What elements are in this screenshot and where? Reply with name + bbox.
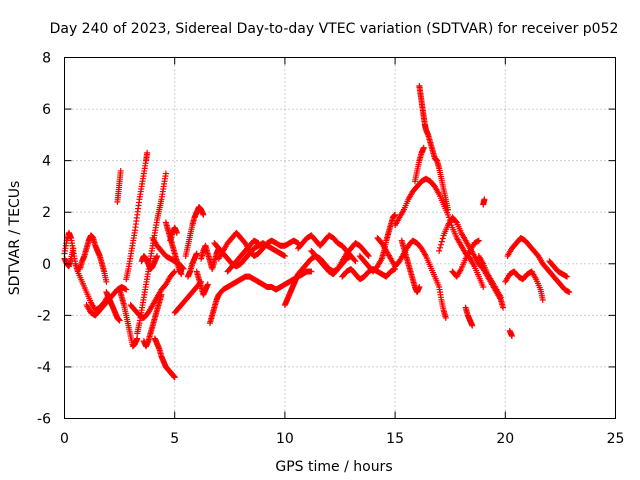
plot-frame	[64, 57, 616, 419]
data-point	[134, 335, 141, 342]
data-points	[61, 82, 573, 381]
data-point	[475, 237, 482, 244]
data-point	[497, 294, 504, 301]
x-tick-label: 0	[60, 431, 69, 447]
data-point	[437, 241, 444, 248]
data-point	[364, 252, 371, 259]
x-tick-label: 25	[607, 431, 625, 447]
y-tick-label: -2	[37, 308, 51, 324]
data-point	[117, 167, 124, 174]
data-point	[171, 268, 178, 275]
data-point	[442, 314, 449, 321]
data-point	[154, 253, 161, 260]
data-point	[566, 289, 573, 296]
x-tick-labels: 0 5 10 15 20 25	[60, 431, 624, 447]
axis-ticks	[64, 57, 616, 419]
data-point	[420, 144, 427, 151]
data-point	[200, 211, 207, 218]
y-tick-label: 0	[42, 257, 51, 273]
plot-area	[61, 82, 573, 381]
data-point	[416, 283, 423, 290]
data-point	[508, 332, 515, 339]
data-point	[539, 296, 546, 303]
data-point	[438, 238, 445, 245]
data-point	[437, 244, 444, 251]
data-point	[103, 278, 110, 285]
x-axis-label: GPS time / hours	[275, 459, 392, 475]
data-point	[173, 229, 180, 236]
x-tick-label: 15	[386, 431, 404, 447]
y-tick-label: -4	[37, 360, 51, 376]
data-point	[352, 258, 359, 265]
data-point	[444, 206, 451, 213]
data-point	[178, 271, 185, 278]
y-tick-label: 2	[42, 205, 51, 221]
data-point	[392, 211, 399, 218]
data-point	[439, 235, 446, 242]
data-point	[70, 245, 77, 252]
data-point	[452, 218, 459, 225]
x-tick-label: 5	[170, 431, 179, 447]
y-tick-labels: -6 -4 -2 0 2 4 6 8	[37, 51, 51, 428]
data-point	[144, 149, 151, 156]
data-point	[281, 253, 288, 260]
data-point	[171, 374, 178, 381]
data-point	[480, 283, 487, 290]
data-point	[351, 257, 358, 264]
data-point	[365, 253, 372, 260]
y-tick-label: 6	[42, 102, 51, 118]
data-point	[204, 281, 211, 288]
chart-title: Day 240 of 2023, Sidereal Day-to-day VTE…	[50, 21, 619, 37]
data-point	[436, 247, 443, 254]
x-tick-label: 20	[496, 431, 514, 447]
data-point	[162, 170, 169, 177]
y-tick-label: 8	[42, 51, 51, 67]
data-point	[469, 322, 476, 329]
y-tick-label: 4	[42, 154, 51, 170]
data-point	[481, 196, 488, 203]
data-point	[170, 269, 177, 276]
data-point	[564, 273, 571, 280]
data-point	[193, 250, 200, 257]
x-tick-label: 10	[276, 431, 294, 447]
data-point	[116, 317, 123, 324]
data-point	[158, 291, 165, 298]
grid-lines	[64, 57, 616, 419]
data-point	[500, 304, 507, 311]
data-point	[123, 286, 130, 293]
y-axis-label: SDTVAR / TECUs	[7, 181, 23, 296]
data-point	[308, 268, 315, 275]
y-tick-label: -6	[37, 412, 51, 428]
data-point	[255, 240, 262, 247]
